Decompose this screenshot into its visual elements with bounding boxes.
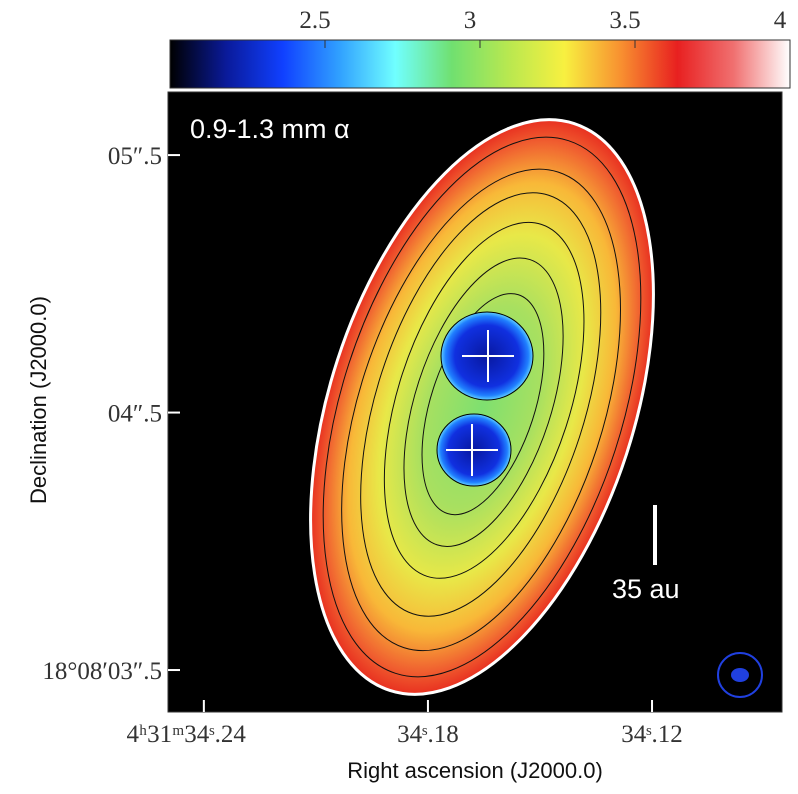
annotation: 0.9-1.3 mm α — [190, 114, 350, 144]
x-tick-label: 34ˢ.18 — [397, 721, 459, 748]
colorbar-tick-label: 4 — [774, 7, 787, 34]
x-tick-label: 4ʰ31ᵐ34ˢ.24 — [127, 721, 247, 748]
colorbar-tick-label: 2.5 — [299, 7, 330, 34]
disk — [309, 118, 655, 696]
map — [309, 118, 655, 696]
x-axis-title: Right ascension (J2000.0) — [347, 758, 603, 783]
colorbar-tick-label: 3 — [464, 7, 477, 34]
y-tick-label: 05″.5 — [108, 143, 162, 170]
frame — [167, 91, 783, 713]
contours — [322, 136, 642, 678]
beam — [717, 652, 763, 698]
scale-label: 35 au — [612, 574, 680, 604]
colorbar-tick-label: 3.5 — [609, 7, 640, 34]
y-tick-label: 18°08′03″.5 — [42, 658, 162, 685]
sources — [436, 311, 534, 487]
x-tick-label: 34ˢ.12 — [621, 721, 683, 748]
y-tick-label: 04″.5 — [108, 401, 162, 428]
y-axis-title: Declination (J2000.0) — [26, 296, 51, 504]
